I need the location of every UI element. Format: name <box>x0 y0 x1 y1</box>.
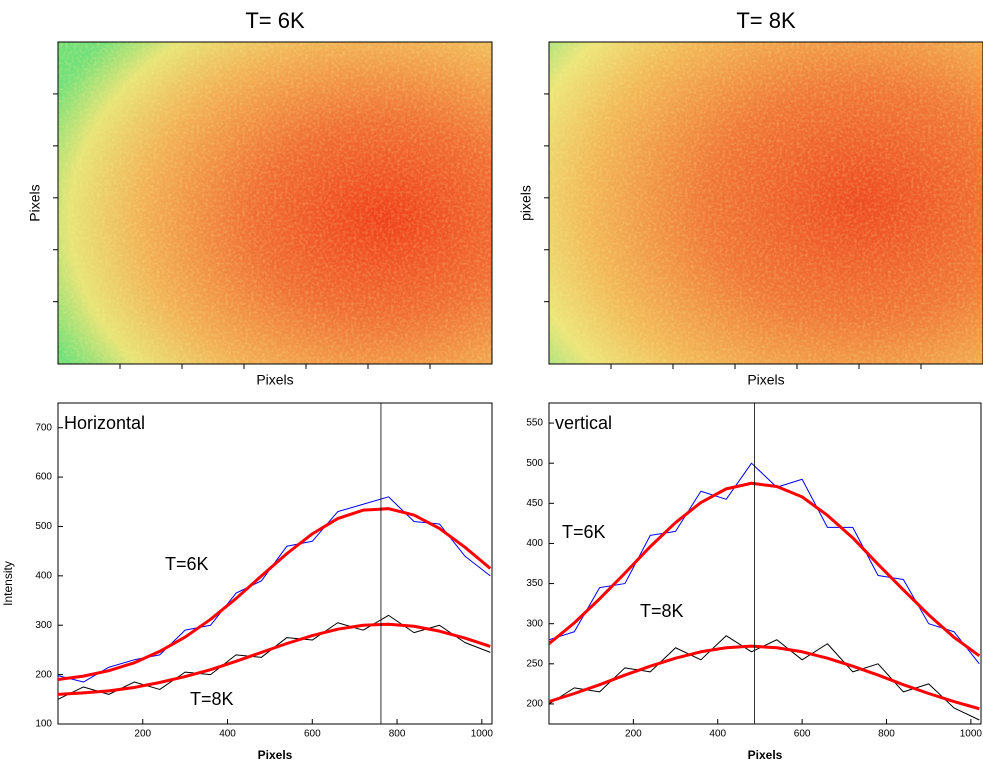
y-tick-label: 500 <box>35 521 52 532</box>
x-tick-label: 600 <box>304 729 321 740</box>
x-axis-label: Pixels <box>258 748 293 762</box>
fit-line <box>58 507 492 682</box>
x-tick-label: 1000 <box>960 729 983 740</box>
series-label: T=6K <box>562 522 606 542</box>
y-tick-label: 200 <box>526 699 543 710</box>
y-tick-label: 550 <box>526 418 543 429</box>
y-tick-label: 250 <box>526 658 543 669</box>
y-tick-label: 500 <box>526 458 543 469</box>
x-tick-label: 800 <box>389 729 406 740</box>
y-tick-label: 300 <box>526 618 543 629</box>
x-tick-label: 400 <box>219 729 236 740</box>
x-tick-label: 200 <box>134 729 151 740</box>
data-line <box>58 496 491 683</box>
y-axis-label: Pixels <box>27 184 43 221</box>
heatmap-texture <box>549 42 983 364</box>
y-tick-label: 350 <box>526 578 543 589</box>
y-tick-label: 200 <box>35 669 52 680</box>
plot-frame <box>548 402 982 725</box>
fit-line <box>58 622 491 696</box>
plot-frame <box>548 41 983 365</box>
y-axis-label: pixels <box>518 185 534 221</box>
y-tick-label: 600 <box>35 472 52 483</box>
x-tick-label: 1000 <box>471 729 494 740</box>
x-tick-label: 200 <box>625 729 642 740</box>
y-tick-label: 400 <box>526 538 543 549</box>
plot-area <box>549 462 981 721</box>
plot-frame <box>57 41 493 365</box>
plot-area <box>58 496 492 700</box>
data-line <box>549 462 980 665</box>
y-tick-label: 100 <box>35 719 52 730</box>
series-label: T=6K <box>165 554 209 574</box>
x-tick-label: 400 <box>709 729 726 740</box>
y-tick-label: 300 <box>35 620 52 631</box>
chart-title: T= 8K <box>736 8 796 33</box>
x-tick-label: 600 <box>794 729 811 740</box>
plot-frame <box>57 402 493 725</box>
y-tick-label: 700 <box>35 422 52 433</box>
annotation: Horizontal <box>64 413 145 433</box>
annotation: vertical <box>555 413 612 433</box>
fit-line <box>549 644 980 711</box>
x-axis-label: Pixels <box>256 372 293 388</box>
fit-line <box>549 481 981 657</box>
x-tick-label: 800 <box>878 729 895 740</box>
heatmap-texture <box>58 42 492 364</box>
series-label: T=8K <box>640 601 684 621</box>
y-axis-label: Intensity <box>1 561 15 606</box>
chart-title: T= 6K <box>245 8 305 33</box>
y-tick-label: 450 <box>526 498 543 509</box>
y-tick-label: 400 <box>35 570 52 581</box>
series-label: T=8K <box>190 689 234 709</box>
x-axis-label: Pixels <box>747 372 784 388</box>
x-axis-label: Pixels <box>748 748 783 762</box>
